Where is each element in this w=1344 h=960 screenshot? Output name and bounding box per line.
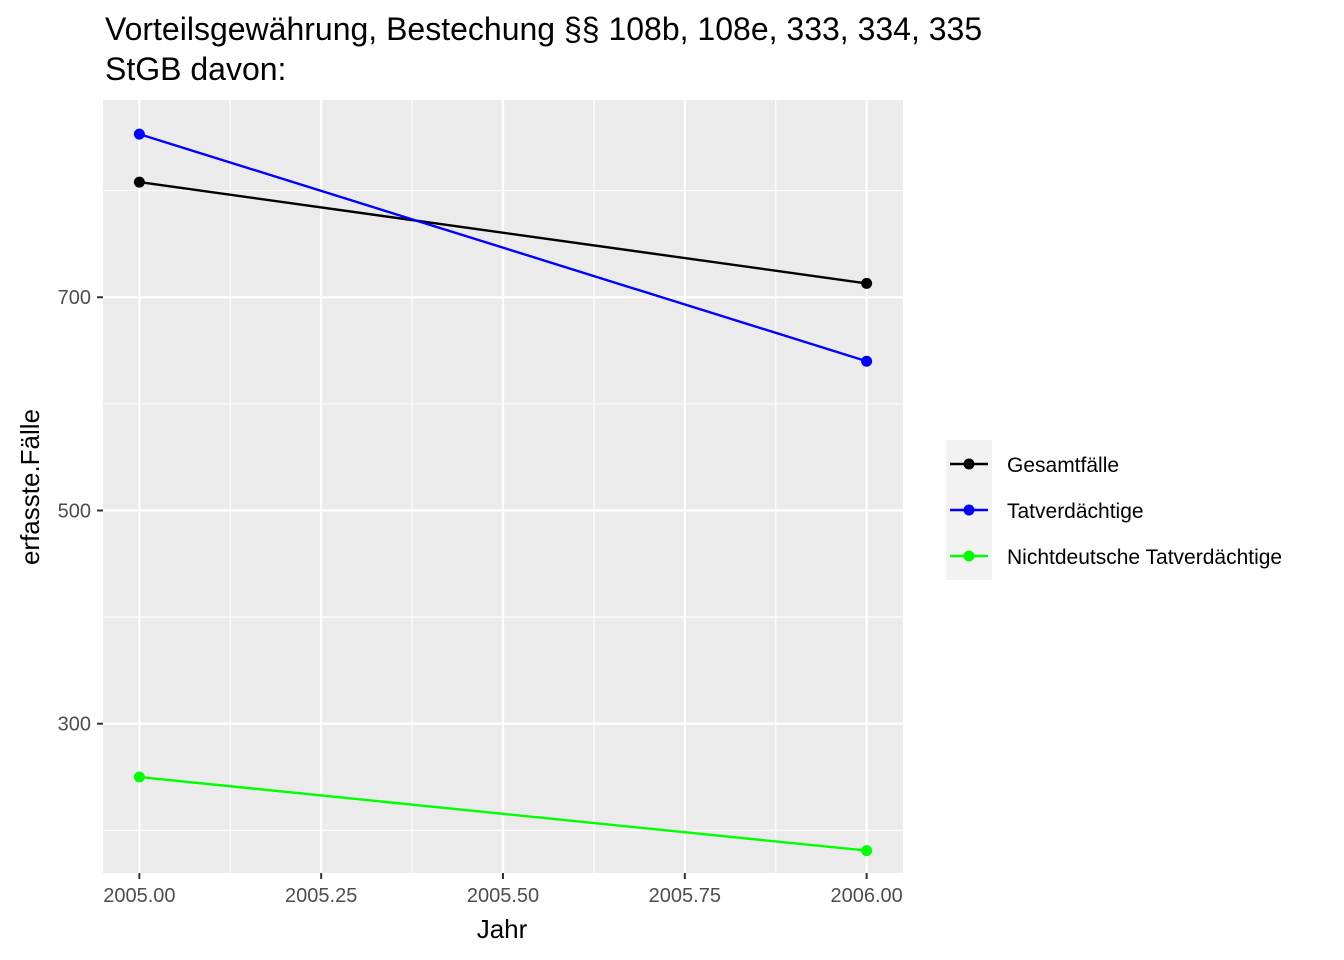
x-tick-label: 2005.50 <box>467 885 539 907</box>
y-axis-title: erfasste.Fälle <box>15 409 45 565</box>
series-line-2 <box>139 132 867 363</box>
x-tick-label: 2005.75 <box>649 885 721 907</box>
legend-key-point <box>963 504 975 516</box>
y-tick-label: 300 <box>58 714 91 736</box>
series-3-point <box>133 771 145 783</box>
series-1-point <box>861 277 873 289</box>
x-tick-label: 2005.00 <box>103 885 175 907</box>
series-2-point <box>133 128 145 140</box>
legend-label: Gesamtfälle <box>1007 454 1119 477</box>
y-axis-ticks: 300 500 700 <box>58 287 103 736</box>
chart-title-line-2: StGB davon: <box>105 51 286 87</box>
legend-key-point <box>963 550 975 562</box>
y-tick-label: 500 <box>58 500 91 522</box>
legend: Gesamtfälle Tatverdächtige Nichtdeutsche T… <box>946 440 1282 580</box>
series-line-3 <box>139 775 867 852</box>
x-axis-title: Jahr <box>477 914 528 944</box>
legend-label: Nichtdeutsche Tatverdächtige <box>1007 546 1282 569</box>
legend-label: Tatverdächtige <box>1007 500 1144 523</box>
chart-title-line-1: Vorteilsgewährung, Bestechung §§ 108b, 1… <box>105 11 982 47</box>
x-axis-ticks: 2005.00 2005.25 2005.50 2005.75 2006.00 <box>103 873 903 907</box>
series-line-1 <box>139 180 867 285</box>
y-tick-label: 700 <box>58 287 91 309</box>
legend-key-point <box>963 458 975 470</box>
x-tick-label: 2006.00 <box>830 885 902 907</box>
series-1-point <box>133 176 145 188</box>
series-3-point <box>861 845 873 857</box>
series-2-point <box>861 355 873 367</box>
major-gridlines <box>103 100 903 873</box>
series-layer <box>133 128 873 857</box>
x-tick-label: 2005.25 <box>285 885 357 907</box>
